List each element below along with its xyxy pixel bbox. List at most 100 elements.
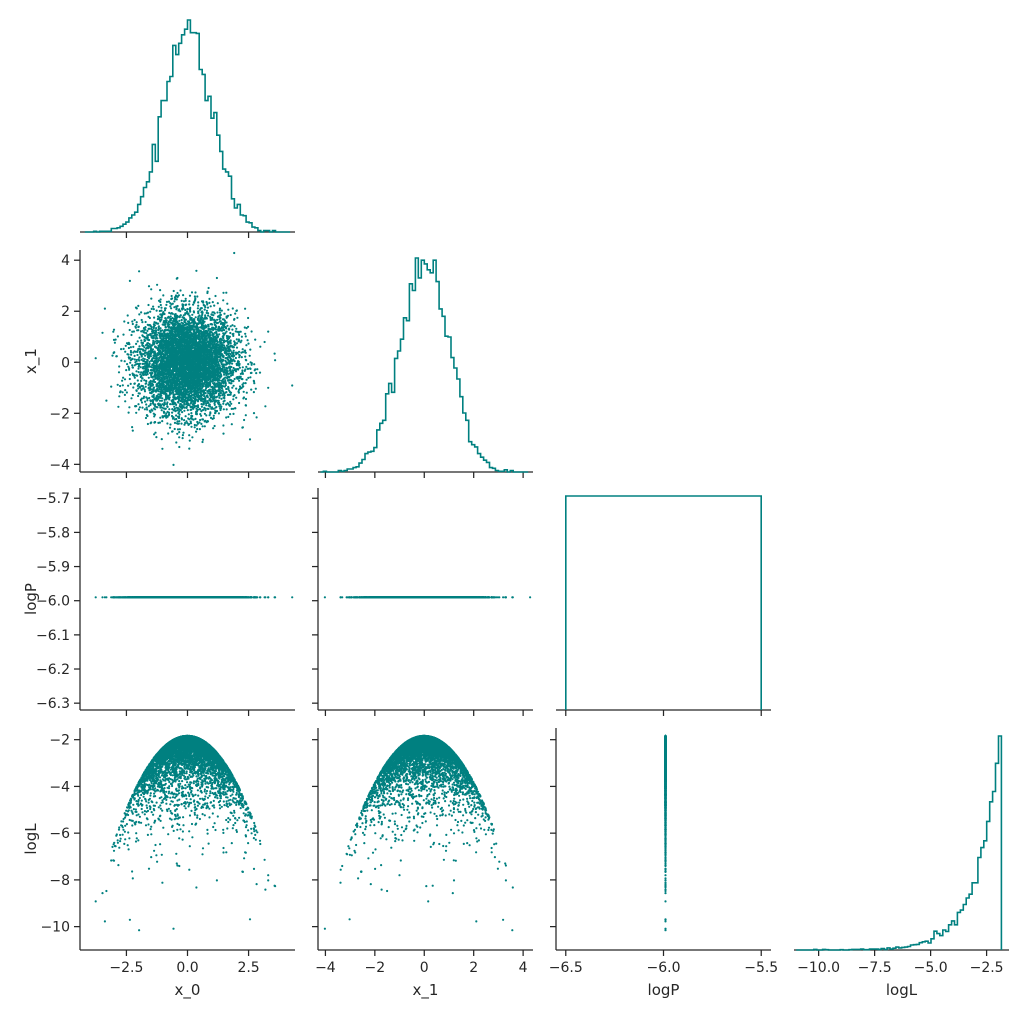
scatter-point bbox=[141, 377, 144, 380]
scatter-point bbox=[239, 330, 242, 333]
scatter-point bbox=[161, 447, 164, 450]
scatter-point bbox=[193, 426, 196, 429]
scatter-point bbox=[176, 392, 179, 395]
scatter-point bbox=[234, 312, 237, 315]
scatter-point bbox=[207, 329, 210, 332]
scatter-point bbox=[201, 438, 205, 441]
scatter-point bbox=[228, 345, 231, 348]
scatter-point bbox=[188, 300, 191, 303]
scatter-point bbox=[168, 426, 172, 429]
scatter-point bbox=[183, 409, 186, 412]
scatter-point bbox=[180, 321, 183, 324]
scatter-point bbox=[244, 368, 247, 371]
scatter-point bbox=[200, 334, 203, 338]
scatter-point bbox=[244, 414, 247, 417]
scatter-point bbox=[199, 326, 202, 329]
scatter-point bbox=[174, 298, 177, 301]
panel-x_0-vs-x_0 bbox=[80, 19, 295, 238]
scatter-point bbox=[193, 295, 196, 298]
scatter-point bbox=[203, 420, 206, 423]
scatter-point bbox=[138, 270, 141, 273]
scatter-point bbox=[165, 300, 169, 303]
scatter-point bbox=[152, 325, 155, 328]
scatter-point bbox=[152, 386, 156, 389]
scatter-point bbox=[235, 342, 239, 345]
scatter-point bbox=[168, 408, 171, 411]
scatter-point bbox=[167, 300, 170, 303]
scatter-point bbox=[137, 394, 140, 398]
scatter-point bbox=[148, 360, 151, 363]
scatter-point bbox=[244, 397, 248, 401]
scatter-point bbox=[236, 376, 239, 379]
scatter-point bbox=[223, 397, 226, 400]
scatter-point bbox=[140, 397, 143, 400]
scatter-point bbox=[154, 408, 157, 411]
scatter-point bbox=[238, 333, 241, 336]
scatter-point bbox=[186, 307, 189, 311]
scatter-point bbox=[138, 313, 141, 316]
scatter-point bbox=[160, 345, 163, 348]
scatter-point bbox=[208, 414, 211, 417]
scatter-point bbox=[155, 327, 158, 330]
scatter-point bbox=[159, 385, 162, 389]
scatter-point bbox=[157, 325, 160, 328]
scatter-point bbox=[116, 335, 119, 338]
scatter-point bbox=[123, 320, 126, 323]
scatter-point bbox=[192, 390, 195, 393]
scatter-point bbox=[236, 316, 239, 319]
scatter-point bbox=[195, 430, 198, 433]
scatter-point bbox=[214, 385, 217, 388]
scatter-point bbox=[150, 297, 153, 300]
scatter-point bbox=[166, 386, 169, 390]
scatter-point bbox=[137, 304, 140, 307]
scatter-point bbox=[124, 350, 127, 353]
scatter-point bbox=[142, 371, 145, 374]
scatter-point bbox=[146, 358, 149, 361]
scatter-point bbox=[218, 309, 221, 312]
scatter-point bbox=[142, 357, 145, 360]
scatter-point bbox=[144, 320, 147, 324]
scatter-point bbox=[241, 348, 244, 351]
scatter-point bbox=[245, 344, 248, 347]
scatter-point bbox=[128, 368, 131, 371]
scatter-point bbox=[184, 415, 187, 418]
scatter-point bbox=[179, 403, 182, 406]
scatter-point bbox=[255, 416, 258, 419]
scatter-point bbox=[160, 409, 163, 412]
scatter-point bbox=[220, 369, 223, 372]
scatter-point bbox=[121, 391, 124, 394]
scatter-point bbox=[125, 369, 128, 372]
scatter-point bbox=[184, 303, 187, 307]
scatter-point bbox=[245, 327, 248, 330]
scatter-point bbox=[150, 288, 153, 291]
scatter-point bbox=[219, 311, 222, 314]
scatter-point bbox=[167, 432, 170, 435]
scatter-point bbox=[122, 333, 125, 336]
scatter-point bbox=[244, 335, 247, 338]
scatter-point bbox=[142, 344, 145, 347]
scatter-point bbox=[215, 276, 218, 280]
scatter-point bbox=[209, 391, 212, 394]
scatter-point bbox=[213, 319, 216, 322]
scatter-point bbox=[151, 372, 154, 375]
scatter-point bbox=[225, 403, 228, 406]
scatter-point bbox=[200, 405, 203, 408]
scatter-point bbox=[137, 365, 140, 368]
scatter-point bbox=[146, 334, 149, 337]
scatter-point bbox=[152, 356, 155, 359]
scatter-point bbox=[194, 417, 197, 420]
scatter-point bbox=[205, 300, 208, 304]
scatter-point bbox=[131, 426, 134, 429]
scatter-point bbox=[155, 383, 158, 386]
scatter-point bbox=[190, 425, 193, 428]
scatter-point bbox=[172, 416, 175, 419]
scatter-point bbox=[193, 322, 196, 325]
scatter-point bbox=[94, 357, 97, 360]
scatter-point bbox=[135, 358, 138, 362]
scatter-point bbox=[136, 379, 139, 382]
scatter-point bbox=[229, 382, 232, 385]
scatter-point bbox=[112, 328, 116, 331]
scatter-point bbox=[180, 422, 183, 425]
scatter-points bbox=[94, 251, 294, 466]
